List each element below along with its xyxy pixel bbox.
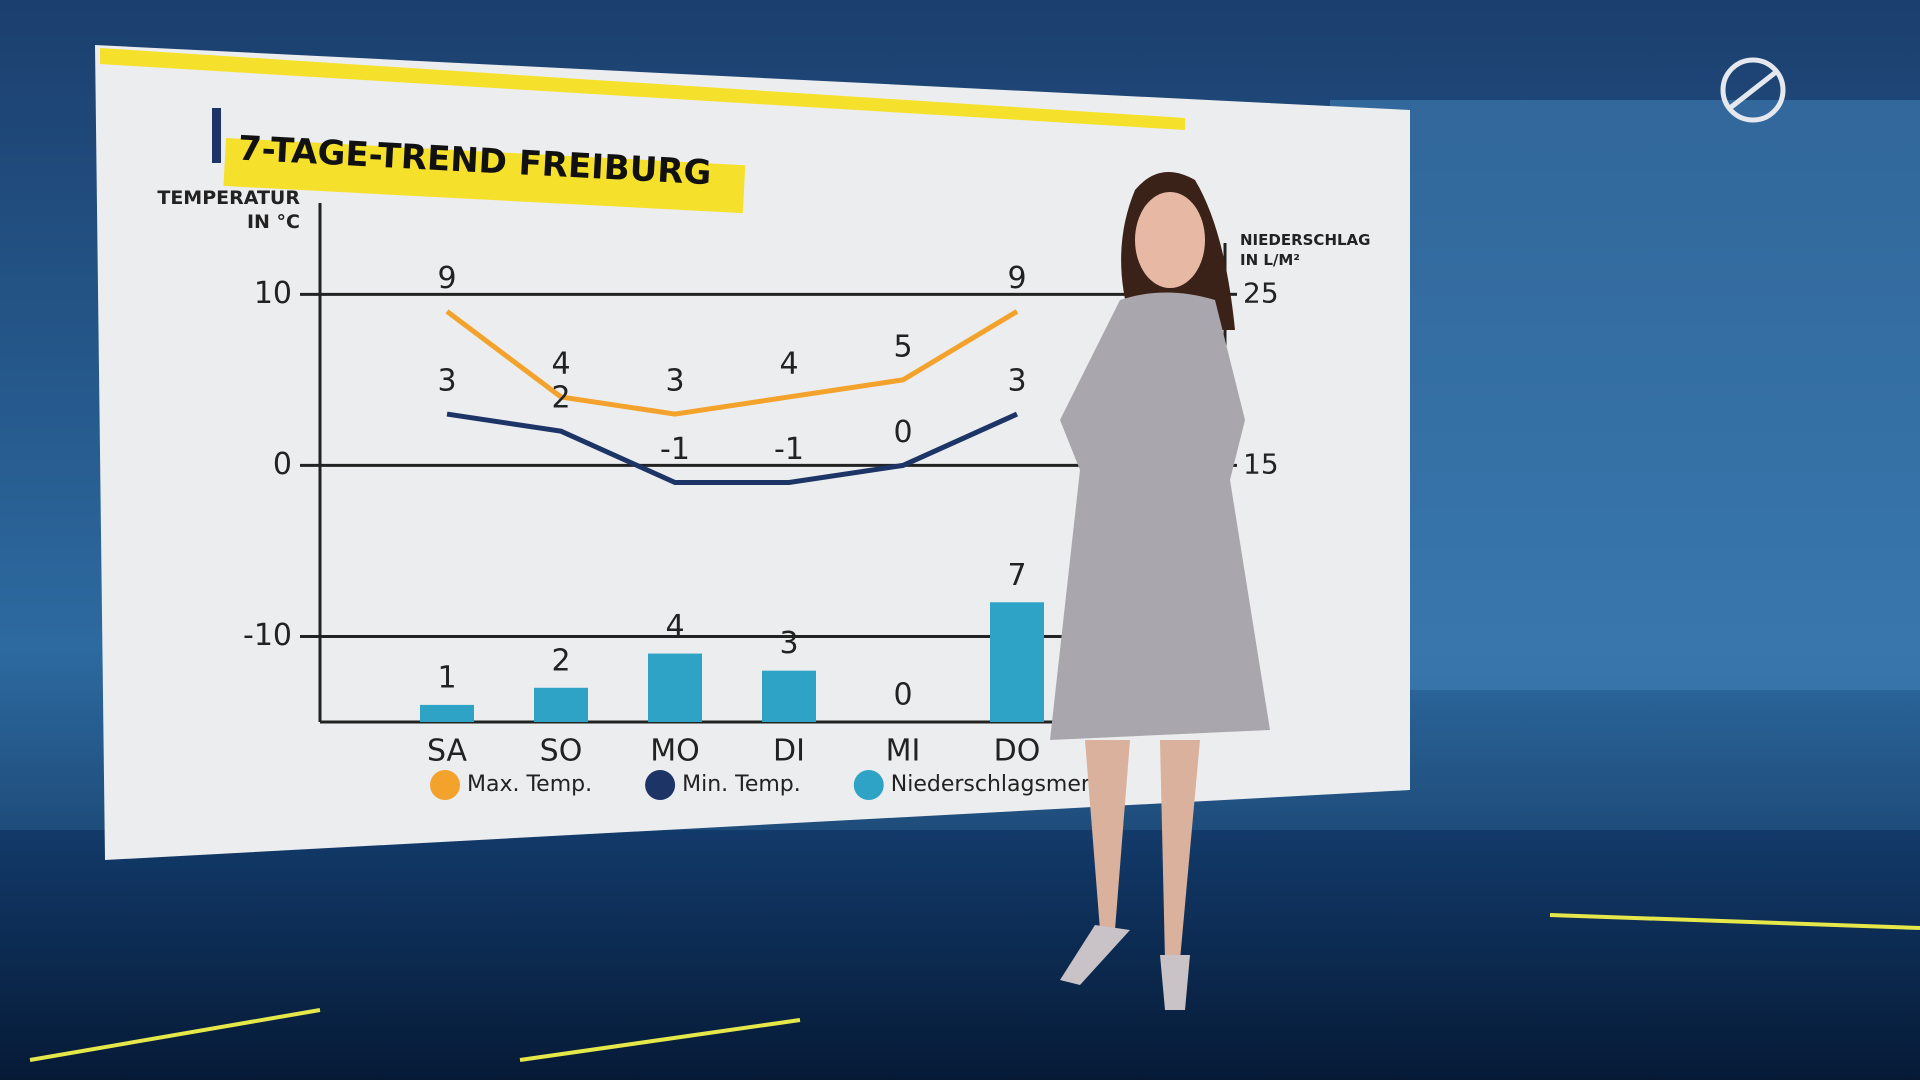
- side-screen: [1330, 100, 1920, 690]
- legend-label: Min. Temp.: [682, 772, 801, 797]
- data-label: 2: [551, 643, 570, 678]
- data-label: 3: [1007, 364, 1026, 399]
- panel-stripe: [100, 48, 1185, 130]
- legend-label: Niederschlagsmenge: [891, 772, 1123, 797]
- data-label: 0: [893, 415, 912, 450]
- data-label: 2: [551, 381, 570, 416]
- shoes: [1060, 925, 1190, 1010]
- data-label: 4: [551, 346, 570, 381]
- data-label: 5: [893, 329, 912, 364]
- y-tick-label: 0: [273, 447, 292, 482]
- y-axis-title: TEMPERATUR IN °C: [157, 187, 300, 233]
- data-label: 3: [437, 364, 456, 399]
- bar: [534, 687, 588, 722]
- legend-swatch: [853, 770, 884, 800]
- data-label: 3: [779, 626, 798, 661]
- y2-axis-title: NIEDERSCHLAG IN L/M²: [1240, 231, 1371, 269]
- floor-light: [519, 1018, 801, 1062]
- data-label: -1: [660, 432, 690, 467]
- legs: [1085, 740, 1200, 960]
- data-label: 3: [665, 364, 684, 399]
- logo: [1720, 57, 1786, 123]
- line: [445, 309, 1019, 417]
- floor-light: [29, 1008, 321, 1062]
- y2-tick-label: 25: [1243, 276, 1279, 309]
- data-label: 4: [665, 609, 684, 644]
- data-label: -1: [774, 432, 804, 467]
- x-tick-label: DI: [773, 734, 805, 769]
- dress: [1050, 292, 1270, 740]
- x-tick-label: MO: [650, 734, 700, 769]
- bar: [648, 653, 702, 722]
- floor: [0, 830, 1920, 1080]
- data-label: 7: [1007, 558, 1026, 593]
- legend-swatch: [430, 770, 460, 800]
- x-tick-label: SO: [540, 734, 583, 769]
- legend-swatch: [645, 770, 676, 800]
- data-label: 9: [437, 261, 456, 296]
- floor-light: [1549, 913, 1920, 930]
- data-label: 9: [1007, 261, 1026, 296]
- line: [446, 411, 1019, 485]
- y2-tick-label: 15: [1243, 447, 1279, 480]
- data-label: 1: [437, 660, 456, 695]
- presenter: [1050, 172, 1270, 1010]
- y-tick-label: 10: [254, 276, 292, 311]
- bar: [420, 704, 474, 722]
- head: [1135, 192, 1205, 288]
- x-tick-label: MI: [886, 734, 921, 769]
- y-tick-label: -10: [243, 618, 292, 653]
- bar: [762, 670, 816, 722]
- x-tick-label: DO: [994, 734, 1041, 769]
- x-tick-label: SA: [427, 734, 468, 769]
- data-label: 0: [893, 678, 912, 713]
- title-box: [223, 137, 746, 214]
- bar: [990, 602, 1044, 722]
- title-marker: [212, 108, 221, 163]
- legend-label: Max. Temp.: [467, 772, 592, 797]
- data-label: 4: [779, 346, 798, 381]
